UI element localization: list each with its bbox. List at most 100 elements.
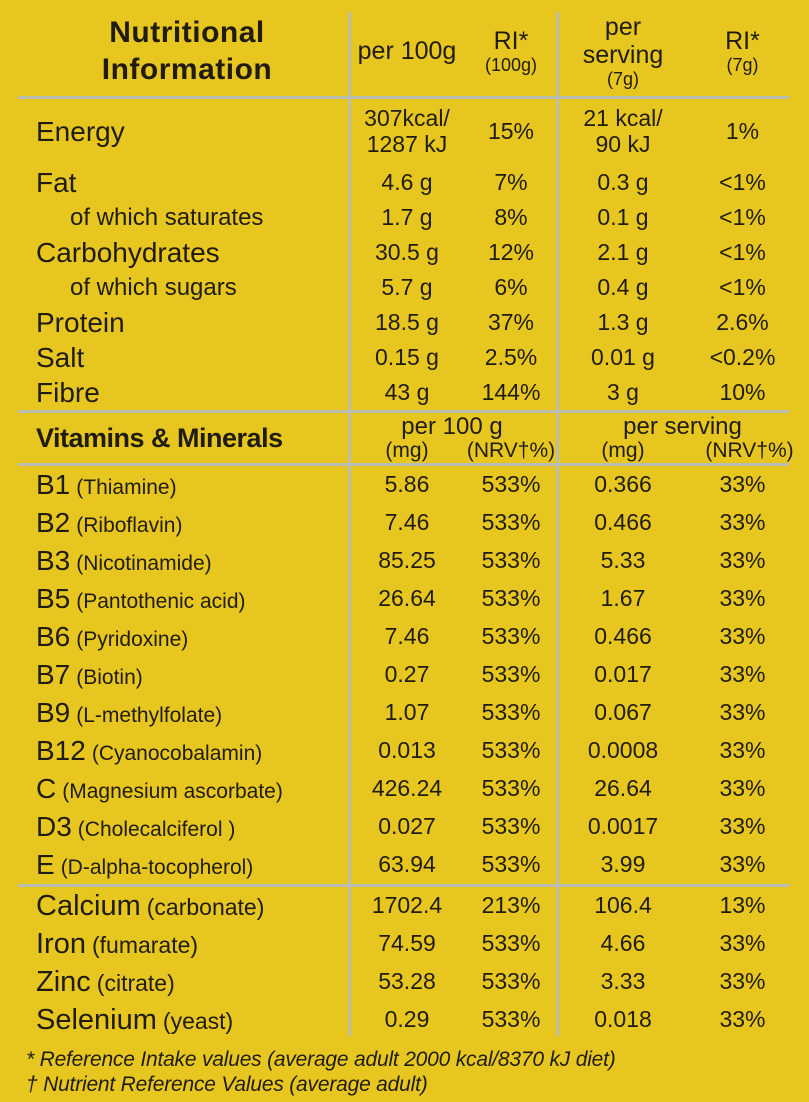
per-serving-nrv-value: 33% (719, 968, 766, 995)
per-serving-mg-value: 26.64 (594, 775, 652, 802)
per-serving-nrv-value: 33% (719, 585, 766, 612)
per-100g-nrv-value: 533% (481, 585, 541, 612)
per-serving-label: per serving (582, 12, 664, 69)
nutrient-row: Calcium (carbonate) 1702.4 213% 106.4 13… (0, 887, 809, 925)
per-serving-nrv-value: 33% (719, 547, 766, 574)
per-serving-nrv-value: 33% (719, 623, 766, 650)
nutrient-code: C (36, 772, 57, 804)
nutrient-name: of which saturates (70, 203, 264, 231)
mg-unit-label: (mg) (601, 439, 645, 462)
ri-100g-column-header: RI* (100g) (466, 27, 556, 75)
section-divider (18, 410, 789, 413)
per-100g-mg-value: 26.64 (378, 585, 436, 612)
per-100g-value: 30.5 g (375, 238, 439, 265)
nutrient-row: B2 (Riboflavin) 7.46 533% 0.466 33% (0, 504, 809, 542)
ri-100g-value: 7% (494, 168, 528, 195)
per-100g-mg-value: 1.07 (384, 699, 430, 726)
ri-100g-value: 15% (487, 118, 535, 145)
nutrient-row: C (Magnesium ascorbate) 426.24 533% 26.6… (0, 770, 809, 808)
nutrient-row: Salt 0.15 g 2.5% 0.01 g <0.2% (0, 340, 809, 375)
nutrient-name: E (D-alpha-tocopherol) (0, 850, 348, 880)
nutrient-row: Iron (fumarate) 74.59 533% 4.66 33% (0, 925, 809, 963)
per-serving-mg-value: 0.0008 (587, 737, 659, 764)
nutrient-form: (carbonate) (146, 893, 265, 920)
nrv-unit-label: (NRV†%) (705, 439, 794, 462)
per-100g-value: 1.7 g (381, 203, 433, 230)
nutrient-form: (Cholecalciferol ) (77, 817, 236, 841)
ri-100g-value: 6% (494, 273, 528, 300)
vitamins-minerals-header: Vitamins & Minerals per 100 g (mg) (NRV†… (0, 413, 809, 463)
nutrient-row: B7 (Biotin) 0.27 533% 0.017 33% (0, 656, 809, 694)
per-100g-nrv-value: 533% (481, 1006, 541, 1033)
per-100g-mg-value: 74.59 (378, 930, 436, 957)
per-serving-group-header: per serving (mg) (NRV†%) (556, 414, 809, 462)
per-100g-nrv-value: 533% (481, 699, 541, 726)
nutrient-row: B5 (Pantothenic acid) 26.64 533% 1.67 33… (0, 580, 809, 618)
ri-100g-value: 8% (494, 203, 528, 230)
section-divider (18, 884, 789, 887)
per-serving-nrv-value: 33% (719, 930, 766, 957)
per-100g-nrv-value: 533% (481, 851, 541, 878)
nutrient-name: Fibre (36, 376, 100, 408)
nutrient-code: B1 (36, 468, 71, 500)
per-100g-nrv-value: 533% (481, 623, 541, 650)
per-serving-nrv-value: 33% (719, 813, 766, 840)
nutrient-name: Zinc (citrate) (0, 967, 348, 997)
ri-7g-value: 10% (719, 378, 766, 405)
per-serving-mg-value: 5.33 (600, 547, 646, 574)
per-100g-nrv-value: 213% (481, 892, 541, 919)
per-100g-mg-value: 63.94 (378, 851, 436, 878)
per-100g-mg-value: 53.28 (378, 968, 436, 995)
per-serving-value: 0.1 g (597, 203, 649, 230)
per-serving-nrv-value: 33% (719, 699, 766, 726)
page-title: Nutritional Information (101, 16, 273, 86)
per-100g-value: 307kcal/ 1287 kJ (364, 105, 450, 157)
macronutrient-table: Energy 307kcal/ 1287 kJ 15% 21 kcal/ 90 … (0, 99, 809, 410)
nutrient-form: (fumarate) (91, 931, 199, 958)
per-serving-value: 3 g (607, 378, 639, 405)
ri-7g-value: <0.2% (709, 343, 776, 370)
nutrient-row: of which saturates 1.7 g 8% 0.1 g <1% (0, 200, 809, 235)
nutrient-form: (Pantothenic acid) (76, 589, 246, 613)
nutrient-row: Selenium (yeast) 0.29 533% 0.018 33% (0, 1001, 809, 1039)
per-serving-nrv-value: 33% (719, 775, 766, 802)
nutrient-row: Fibre 43 g 144% 3 g 10% (0, 375, 809, 410)
nutrient-form: (Biotin) (76, 665, 143, 689)
per-100g-mg-value: 85.25 (378, 547, 436, 574)
ri-7g-value: <1% (719, 203, 766, 230)
per-serving-value: 0.01 g (591, 343, 655, 370)
per-serving-mg-value: 0.067 (594, 699, 652, 726)
ri-7g-basis: (7g) (726, 54, 759, 75)
nutrient-form: (Nicotinamide) (76, 551, 212, 575)
nutrient-row: Protein 18.5 g 37% 1.3 g 2.6% (0, 305, 809, 340)
per-serving-value: 0.4 g (597, 273, 649, 300)
per-serving-basis: (7g) (606, 68, 639, 89)
per-serving-mg-value: 4.66 (600, 930, 646, 957)
nutrient-row: B9 (L-methylfolate) 1.07 533% 0.067 33% (0, 694, 809, 732)
per-100g-mg-value: 0.29 (384, 1006, 430, 1033)
reference-intake-footnote: * Reference Intake values (average adult… (26, 1048, 616, 1071)
per-100g-header: per 100 g (401, 413, 503, 440)
per-100g-nrv-value: 533% (481, 968, 541, 995)
nutrient-form: (citrate) (96, 969, 175, 996)
per-100g-nrv-value: 533% (481, 661, 541, 688)
nutrient-name: C (Magnesium ascorbate) (0, 772, 348, 804)
per-serving-mg-value: 0.366 (594, 471, 652, 498)
per-100g-mg-value: 7.46 (384, 623, 430, 650)
per-100g-mg-value: 0.27 (384, 661, 430, 688)
nutrient-name: B1 (Thiamine) (0, 468, 348, 500)
per-serving-mg-value: 0.017 (594, 661, 652, 688)
nutrient-name: B5 (Pantothenic acid) (0, 582, 348, 614)
per-100g-nrv-value: 533% (481, 471, 541, 498)
per-serving-mg-value: 3.99 (600, 851, 646, 878)
nutrient-name: Fat (36, 166, 77, 198)
per-100g-value: 0.15 g (375, 343, 439, 370)
nutrient-row: Carbohydrates 30.5 g 12% 2.1 g <1% (0, 235, 809, 270)
ri-100g-value: 144% (481, 378, 541, 405)
per-100g-mg-value: 7.46 (384, 509, 430, 536)
nutrient-code: B5 (36, 582, 71, 614)
nutrient-row: Fat 4.6 g 7% 0.3 g <1% (0, 165, 809, 200)
per-100g-nrv-value: 533% (481, 813, 541, 840)
nrv-footnote: † Nutrient Reference Values (average adu… (26, 1073, 428, 1096)
